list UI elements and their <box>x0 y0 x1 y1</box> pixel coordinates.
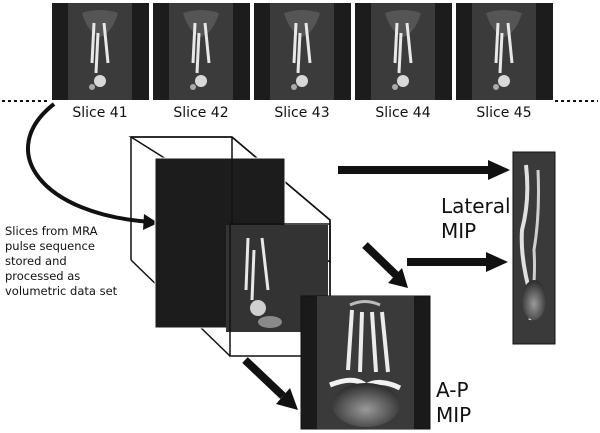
ap-label-line-1: A-P <box>436 378 469 402</box>
slice-42-label: Slice 42 <box>173 105 228 121</box>
curved-arrow-to-volume <box>25 102 153 224</box>
caption-line-1: Slices from MRA <box>5 224 98 238</box>
slice-43-label: Slice 43 <box>274 105 329 121</box>
volume-cube <box>128 136 331 357</box>
ap-mip-image <box>300 295 431 430</box>
slice-41-image <box>50 1 151 102</box>
caption-text: Slices from MRA pulse sequence stored an… <box>5 224 118 298</box>
slice-42-image <box>151 1 252 102</box>
slice-41-label: Slice 41 <box>72 105 127 121</box>
lateral-label-line-2: MIP <box>441 219 476 243</box>
lateral-mip-image <box>512 151 556 345</box>
slice-44-label: Slice 44 <box>375 105 430 121</box>
slice-43-image <box>252 1 353 102</box>
slice-45-image <box>454 1 555 102</box>
slice-44-image <box>353 1 454 102</box>
slice-strip: Slice 41 Slice 42 Slice 43 Slice 44 Slic… <box>2 1 598 121</box>
arrow-down-to-ap <box>242 357 286 399</box>
stacked-slices <box>154 157 328 332</box>
arrows <box>242 160 510 410</box>
caption-line-2: pulse sequence <box>5 239 95 253</box>
lateral-label-line-1: Lateral <box>441 194 511 218</box>
caption-line-3: stored and <box>5 254 67 268</box>
arrow-to-ap-diagonal <box>362 242 399 278</box>
caption-line-4: processed as <box>5 269 80 283</box>
caption-line-5: volumetric data set <box>5 284 118 298</box>
slice-45-label: Slice 45 <box>476 105 531 121</box>
curved-arrowhead <box>143 214 158 230</box>
ap-label-line-2: MIP <box>436 403 471 427</box>
